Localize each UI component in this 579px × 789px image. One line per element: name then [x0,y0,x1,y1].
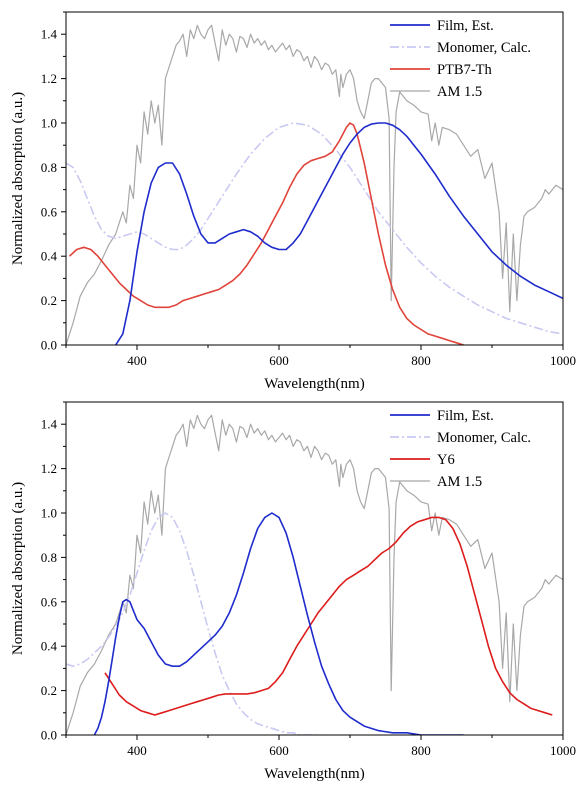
x-tick-label: 1000 [550,353,576,368]
x-axis: 400 600 800 1000 [65,345,576,368]
legend-label: Y6 [437,452,455,468]
y-tick-label: 0.0 [41,338,57,353]
x-tick-label: 600 [269,743,289,758]
legend-label: AM 1.5 [437,84,482,100]
chart-panel-1: 400 600 800 1000 0.0 0.2 0.4 0.6 0.8 1.0 1.2 1.4 Wav… [10,11,576,392]
y-tick-label: 0.2 [41,683,57,698]
legend-label: AM 1.5 [437,474,482,490]
series-line-monomer-calc [66,122,563,335]
x-axis-title: Wavelength(nm) [264,766,364,782]
legend-label: Film, Est. [437,18,494,34]
x-tick-label: 400 [127,353,147,368]
x-axis: 400 600 800 1000 [65,735,576,758]
legend: Film, Est. Monomer, Calc. Y6 AM 1.5 [390,408,531,490]
series-line-film-est [93,512,464,735]
y-axis-title: Normalized absorption (a.u.) [10,92,26,265]
y-axis: 0.0 0.2 0.4 0.6 0.8 1.0 1.2 1.4 [41,11,66,353]
legend-label: Monomer, Calc. [437,430,531,446]
y-tick-label: 0.6 [41,204,58,219]
legend-label: Film, Est. [437,408,494,424]
x-axis-title: Wavelength(nm) [264,376,364,392]
legend-label: PTB7-Th [437,62,493,78]
series-line-y6 [104,516,553,716]
y-tick-label: 0.8 [41,160,57,175]
series-line-am-1-5 [66,24,563,345]
plot-area [66,414,563,735]
series-line-am-1-5 [66,414,563,735]
x-tick-label: 400 [127,743,147,758]
y-tick-label: 0.8 [41,550,57,565]
y-tick-label: 1.2 [41,71,57,86]
y-tick-label: 0.4 [41,639,58,654]
y-tick-label: 1.4 [41,417,58,432]
series-line-film-est [115,122,563,345]
y-tick-label: 1.4 [41,27,58,42]
y-tick-label: 0.2 [41,293,57,308]
y-tick-label: 1.0 [41,116,57,131]
legend-label: Monomer, Calc. [437,40,531,56]
plot-area [66,24,563,345]
x-tick-label: 800 [411,353,431,368]
y-tick-label: 0.6 [41,594,58,609]
chart-panel-2: 400 600 800 1000 0.0 0.2 0.4 0.6 0.8 1.0 1.2 1.4 Wav… [10,401,576,782]
y-tick-label: 1.0 [41,506,57,521]
y-tick-label: 0.0 [41,728,57,743]
y-axis: 0.0 0.2 0.4 0.6 0.8 1.0 1.2 1.4 [41,401,66,743]
x-tick-label: 800 [411,743,431,758]
y-tick-label: 1.2 [41,461,57,476]
plot-frame [65,11,564,346]
y-tick-label: 0.4 [41,249,58,264]
x-tick-label: 1000 [550,743,576,758]
plot-frame [65,401,564,736]
legend: Film, Est. Monomer, Calc. PTB7-Th AM 1.5 [390,18,531,100]
y-axis-title: Normalized absorption (a.u.) [10,482,26,655]
series-line-monomer-calc [66,512,322,735]
x-tick-label: 600 [269,353,289,368]
series-line-ptb7-th [68,122,464,345]
